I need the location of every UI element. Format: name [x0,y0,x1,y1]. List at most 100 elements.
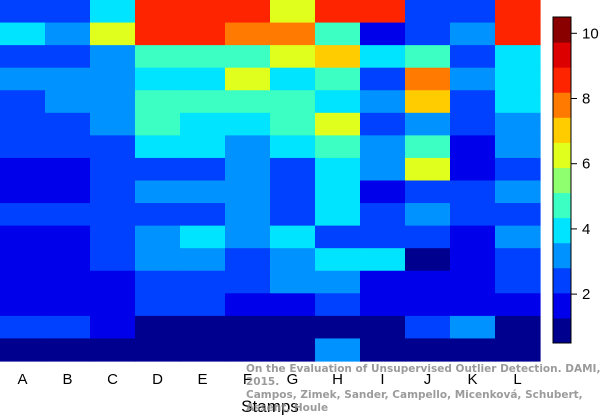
heatmap-cell [450,112,496,136]
heatmap-cell [270,135,316,159]
heatmap-cell [360,45,406,69]
heatmap-cell [90,157,136,182]
heatmap-cell [135,248,181,272]
heatmap-cell [405,22,451,46]
color-scale-band [553,67,571,93]
heatmap-cell [90,0,136,24]
heatmap-cell [225,112,271,136]
heatmap-cell [90,112,136,136]
x-tick-label: E [197,371,207,388]
heatmap-cell [45,225,91,249]
heatmap-cell [0,90,46,114]
heatmap-cell [405,248,451,272]
heatmap-cell [135,338,181,362]
heatmap-cell [45,180,91,204]
color-scale-tick-label: 2 [582,286,590,303]
heatmap-cell [45,67,91,91]
x-tick-label: B [62,371,72,388]
heatmap-cell [270,90,316,114]
heatmap-cell [0,67,46,91]
heatmap-cell [225,157,271,182]
heatmap-cell [450,315,496,340]
heatmap-cell [495,112,541,136]
heatmap-cell [495,203,541,227]
heatmap-cell [450,0,496,24]
heatmap-cell [405,203,451,227]
heatmap-cell [225,180,271,204]
heatmap-cell [225,315,271,340]
heatmap-cell [405,90,451,114]
heatmap-cell [495,180,541,204]
heatmap-cell [225,22,271,46]
heatmap-cell [315,248,361,272]
heatmap-cell [270,225,316,249]
heatmap-cell [405,180,451,204]
heatmap-cell [495,22,541,46]
heatmap-cell [135,203,181,227]
heatmap-cell [0,293,46,317]
heatmap-cell [270,45,316,69]
heatmap-cell [45,203,91,227]
heatmap-cell [0,338,46,362]
heatmap-cell [180,315,226,340]
heatmap-cell [0,45,46,69]
color-scale-tick-labels: 2 4 6 8 10 [571,25,599,303]
heatmap-cell [90,248,136,272]
heatmap-cell [405,293,451,317]
color-scale-band [553,292,571,319]
heatmap-cell [135,112,181,136]
heatmap-cell [135,315,181,340]
heatmap-cell [180,135,226,159]
heatmap-cell [90,203,136,227]
heatmap-cell [180,248,226,272]
heatmap-cell [0,157,46,182]
heatmap-cell [135,90,181,114]
heatmap-cell [45,112,91,136]
color-scale-band [553,217,571,244]
heatmap-cell [405,338,451,362]
color-scale-band [553,117,571,143]
x-tick-label: C [107,371,118,388]
heatmap-cells [0,0,541,362]
heatmap-cell [315,0,361,24]
heatmap-cell [450,248,496,272]
heatmap-cell [315,225,361,249]
x-tick-label: D [152,371,163,388]
heatmap-cell [495,225,541,249]
heatmap-cell [360,135,406,159]
color-scale-tick-label: 10 [582,25,599,42]
color-scale-band [553,242,571,269]
heatmap-cell [90,135,136,159]
x-axis-title: Stamps [241,397,299,415]
heatmap-cell [360,112,406,136]
heatmap-cell [180,67,226,91]
x-tick-label: J [424,371,432,388]
heatmap-cell [135,45,181,69]
heatmap-cell [45,338,91,362]
heatmap-cell [360,22,406,46]
heatmap-cell [45,248,91,272]
color-scale-band [553,42,571,68]
heatmap-cell [270,180,316,204]
heatmap-cell [495,157,541,182]
heatmap-cell [315,67,361,91]
heatmap-cell [405,225,451,249]
heatmap-cell [360,248,406,272]
heatmap-cell [90,180,136,204]
heatmap-cell [495,248,541,272]
heatmap-cell [45,90,91,114]
heatmap-cell [360,180,406,204]
heatmap-cell [135,67,181,91]
x-tick-labels: A B C D E F G H I J K L [17,371,521,388]
heatmap-cell [360,225,406,249]
heatmap-cell [0,112,46,136]
heatmap-cell [225,225,271,249]
heatmap-cell [90,270,136,294]
heatmap-cell [0,22,46,46]
heatmap-cell [315,293,361,317]
heatmap-cell [90,22,136,46]
heatmap-cell [360,338,406,362]
color-scale-tick-label: 6 [582,156,590,173]
heatmap-cell [180,203,226,227]
heatmap-cell [270,0,316,24]
